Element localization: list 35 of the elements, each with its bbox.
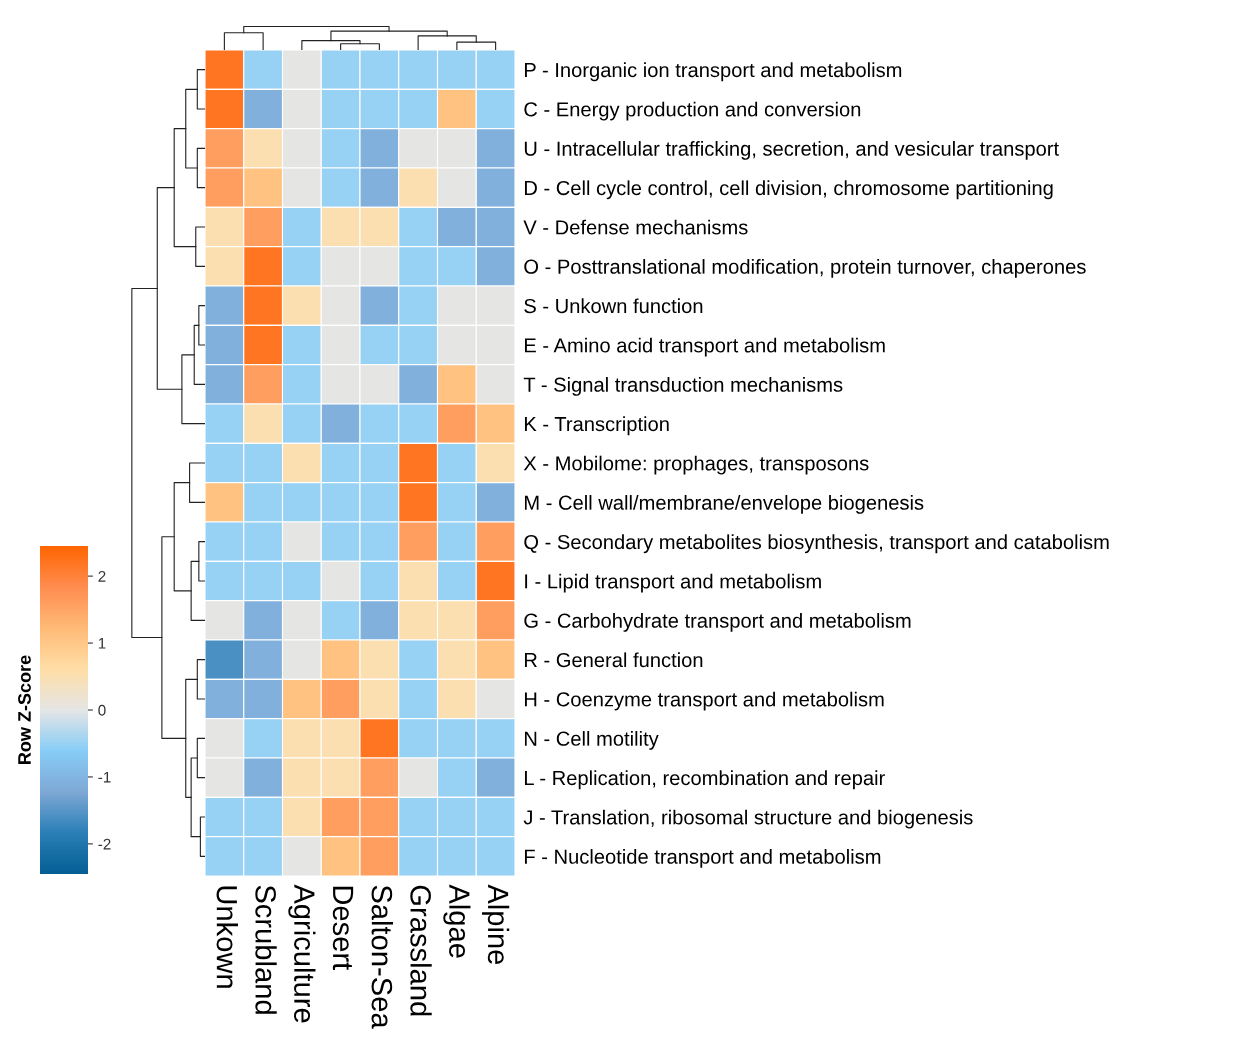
x-tick-label: Desert [332,886,354,971]
x-tick-label: Agriculture [288,884,316,1023]
color-bar-label: 1 [98,638,106,649]
y-tick-label: I - Lipid transport and metabolism [525,573,821,593]
color-bar-label: -2 [98,838,111,850]
y-tick-label: X - Mobilome: prophages, transposons [523,455,869,475]
y-tick-label: S - Unkown function [524,298,703,314]
y-tick-label: D - Cell cycle control, cell division, chromosome partitioning [524,180,1053,200]
y-tick-label: M - Cell wall/membrane/envelope biogenesis [524,495,924,514]
y-tick-label: C - Energy production and conversion [524,101,861,121]
y-tick-label: E - Amino acid transport and metabolism [524,337,885,357]
y-tick-label: U - Intracellular trafficking, secretion, and vesicular transport [524,141,1059,160]
y-tick-label: P - Inorganic ion transport and metabolism [524,62,902,82]
y-tick-label: G - Carbohydrate transport and metabolism [524,613,911,632]
color-bar-label: 0 [98,704,106,716]
x-tick-label: Alpine [482,884,510,965]
x-tick-label: Salton-Sea [371,885,393,1029]
y-tick-label: F - Nucleotide transport and metabolism [524,849,881,868]
y-tick-label: H - Coenzyme transport and metabolism [524,691,884,711]
y-tick-label: K - Transcription [524,416,669,436]
y-tick-label: T - Signal transduction mechanisms [523,377,843,396]
y-tick-label: R - General function [524,652,703,668]
y-tick-label: L - Replication, recombination and repair [524,770,885,790]
y-tick-label: Q - Secondary metabolites biosynthesis, transport and catabolism [524,534,1109,554]
x-tick-label: Scrubland [255,885,277,1014]
y-tick-label: N - Cell motility [524,731,659,750]
x-tick-label: Algae [443,884,471,958]
x-tick-label: Grassland [410,885,432,1016]
x-tick-label: Unkown [216,886,238,988]
y-tick-label: J - Translation, ribosomal structure and biogenesis [523,809,973,829]
color-bar-label: -1 [98,771,111,783]
y-tick-label: O - Posttranslational modification, protein turnover, chaperones [524,259,1086,278]
color-bar-label: 2 [98,570,106,582]
y-tick-label: V - Defense mechanisms [523,219,748,235]
color-bar-title: Row Z-Score [18,655,31,764]
